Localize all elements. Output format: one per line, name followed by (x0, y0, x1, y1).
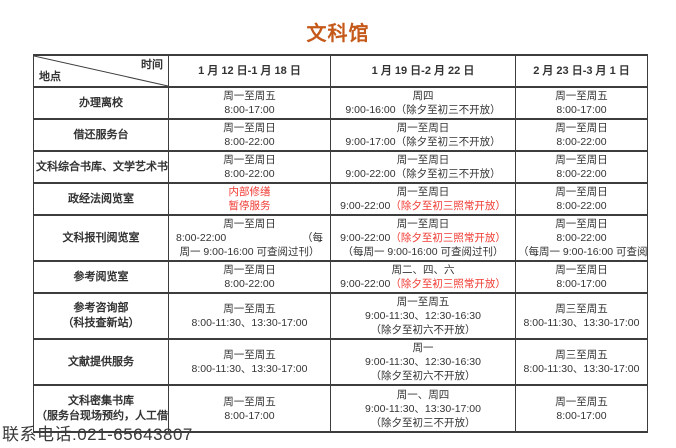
schedule-cell: 周一至周日 8:00-22:00 (515, 182, 648, 216)
closed-notice: 内部修缮 (228, 186, 271, 198)
closed-notice: 暂停服务 (228, 200, 271, 212)
row-location: 借还服务台 (33, 118, 169, 152)
schedule-cell: 周一至周日 8:00-22:00 (515, 118, 648, 152)
schedule-table: 时间 地点 1 月 12 日-1 月 18 日 1 月 19 日-2 月 22 … (33, 54, 648, 433)
schedule-cell: 周一至周五 8:00-11:30、13:30-17:00 (168, 292, 331, 340)
schedule-cell: 周三至周五 8:00-11:30、13:30-17:00 (515, 292, 648, 340)
schedule-cell: 周一至周五 8:00-17:00 (168, 86, 331, 120)
diagonal-divider-icon (34, 56, 168, 86)
table-row-politics-reading-room: 政经法阅览室 内部修缮 暂停服务 周一至周日 9:00-22:00（除夕至初三照… (33, 182, 648, 216)
schedule-cell: 周一至周日 8:00-22:00 (168, 118, 331, 152)
table-row-circulation-desk: 借还服务台 周一至周日 8:00-22:00 周一至周日 9:00-17:00（… (33, 118, 648, 152)
table-row-periodicals-reading-room: 文科报刊阅览室 周一至周日 8:00-22:00 （每 周一 9:00-16:00… (33, 214, 648, 262)
holiday-open-note: （除夕至初三照常开放） (390, 200, 506, 212)
schedule-cell: 周一至周五 8:00-17:00 (515, 86, 648, 120)
schedule-cell: 周三至周五 8:00-11:30、13:30-17:00 (515, 338, 648, 386)
schedule-cell: 周一 9:00-11:30、12:30-16:30 （除夕至初六不开放） (330, 338, 516, 386)
schedule-cell: 周一至周五 8:00-11:30、13:30-17:00 (168, 338, 331, 386)
schedule-cell: 周一至周日 9:00-22:00（除夕至初三不开放） (330, 150, 516, 184)
table-row-document-supply: 文献提供服务 周一至周五 8:00-11:30、13:30-17:00 周一 9… (33, 338, 648, 386)
corner-place-label: 地点 (39, 71, 61, 83)
table-row-reference-consulting: 参考咨询部 （科技查新站） 周一至周五 8:00-11:30、13:30-17:… (33, 292, 648, 340)
row-location: 文科密集书库 （服务台现场预约，人工借还） (33, 384, 169, 433)
corner-time-label: 时间 (141, 59, 163, 71)
schedule-cell: 周一至周日 8:00-22:00 (168, 150, 331, 184)
row-location: 参考咨询部 （科技查新站） (33, 292, 169, 340)
schedule-cell: 周一至周日 9:00-22:00（除夕至初三照常开放） （每周一 9:00-16… (330, 214, 516, 262)
row-location: 政经法阅览室 (33, 182, 169, 216)
row-location: 文科综合书库、文学艺术书库 (33, 150, 169, 184)
period-header-3: 2 月 23 日-3 月 1 日 (515, 54, 648, 88)
period-header-2: 1 月 19 日-2 月 22 日 (330, 54, 516, 88)
schedule-cell: 周一至周日 8:00-17:00 (515, 260, 648, 294)
row-location: 文献提供服务 (33, 338, 169, 386)
row-location: 文科报刊阅览室 (33, 214, 169, 262)
schedule-cell: 周一至周五 8:00-17:00 (168, 384, 331, 433)
schedule-cell: 周一至周五 9:00-11:30、12:30-16:30 （除夕至初六不开放） (330, 292, 516, 340)
schedule-cell: 周一至周日 8:00-22:00 (515, 150, 648, 184)
table-row-reference-reading-room: 参考阅览室 周一至周日 8:00-22:00 周二、四、六 9:00-22:00… (33, 260, 648, 294)
schedule-cell: 周一、周四 9:00-11:30、13:30-17:00 （除夕至初三不开放） (330, 384, 516, 433)
period-header-1: 1 月 12 日-1 月 18 日 (168, 54, 331, 88)
holiday-open-note: （除夕至初三照常开放） (390, 278, 506, 290)
schedule-cell: 内部修缮 暂停服务 (168, 182, 331, 216)
schedule-cell: 周一至周日 8:00-22:00 （每 周一 9:00-16:00 可查阅过刊） (168, 214, 331, 262)
table-row-leaving-school: 办理离校 周一至周五 8:00-17:00 周四 9:00-16:00（除夕至初… (33, 86, 648, 120)
schedule-cell: 周四 9:00-16:00（除夕至初三不开放） (330, 86, 516, 120)
schedule-cell: 周一至周五 8:00-17:00 (515, 384, 648, 433)
schedule-cell: 周一至周日 8:00-22:00 （每周一 9:00-16:00 可查阅过刊） (515, 214, 648, 262)
row-location: 参考阅览室 (33, 260, 169, 294)
corner-cell: 时间 地点 (33, 54, 169, 88)
schedule-cell: 周二、四、六 9:00-22:00（除夕至初三照常开放） (330, 260, 516, 294)
schedule-cell: 周一至周日 9:00-22:00（除夕至初三照常开放） (330, 182, 516, 216)
contact-phone: 联系电话:021-65643807 (2, 425, 193, 444)
table-row-stacks: 文科综合书库、文学艺术书库 周一至周日 8:00-22:00 周一至周日 9:0… (33, 150, 648, 184)
header-row: 时间 地点 1 月 12 日-1 月 18 日 1 月 19 日-2 月 22 … (33, 54, 648, 88)
table-row-compact-stacks: 文科密集书库 （服务台现场预约，人工借还） 周一至周五 8:00-17:00 周… (33, 384, 648, 433)
row-location: 办理离校 (33, 86, 169, 120)
schedule-cell: 周一至周日 8:00-22:00 (168, 260, 331, 294)
page-title: 文科馆 (306, 23, 370, 45)
schedule-cell: 周一至周日 9:00-17:00（除夕至初三不开放） (330, 118, 516, 152)
holiday-open-note: （除夕至初三照常开放） (390, 232, 506, 244)
